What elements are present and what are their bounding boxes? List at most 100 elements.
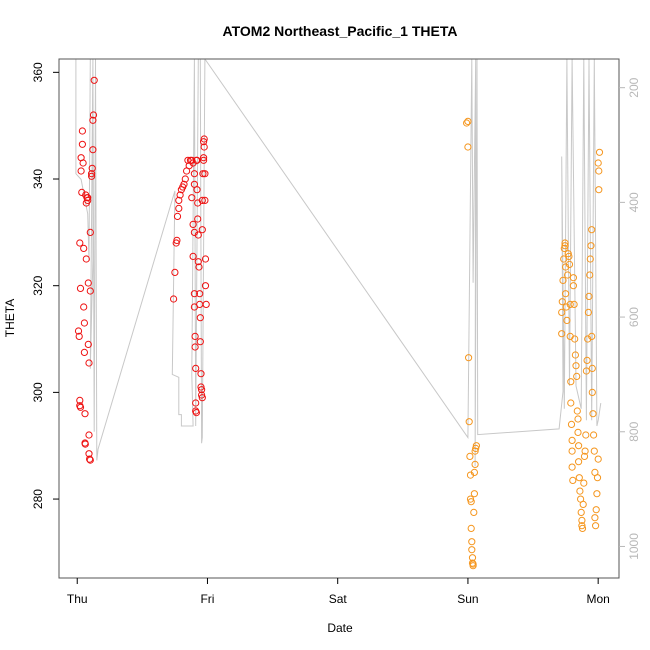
data-point-red	[198, 196, 206, 204]
data-point-orange	[591, 514, 599, 522]
data-point-orange	[567, 420, 576, 428]
data-point-orange	[468, 538, 476, 546]
data-point-red	[79, 159, 87, 167]
data-point-orange	[583, 356, 591, 364]
data-point-red	[202, 300, 210, 308]
axes-layer: 280 300 320 340 360 200 400 600 800 1000 Thu Fri Sat…	[31, 58, 641, 606]
data-point-red	[173, 236, 181, 244]
data-point-red	[175, 204, 183, 212]
data-point-red	[191, 332, 199, 340]
data-point-orange	[468, 546, 476, 554]
data-point-red	[80, 348, 89, 356]
data-point-red	[197, 370, 205, 378]
data-point-red	[199, 170, 207, 178]
data-point-red	[201, 196, 209, 204]
data-point-orange	[568, 463, 576, 471]
data-point-orange	[578, 516, 586, 525]
data-point-red	[84, 196, 92, 204]
data-point-red	[90, 76, 98, 84]
data-point-orange	[565, 252, 573, 260]
data-point-orange	[585, 292, 593, 300]
data-point-red	[192, 399, 200, 407]
data-point-red	[84, 340, 92, 348]
data-point-orange	[465, 354, 473, 362]
data-point-orange	[463, 119, 471, 127]
data-point-orange	[587, 242, 595, 250]
data-point-red	[170, 295, 178, 303]
data-point-orange	[592, 522, 600, 530]
data-point-orange	[467, 498, 475, 506]
data-point-red	[196, 300, 204, 308]
data-point-red	[190, 290, 198, 298]
data-point-orange	[595, 167, 603, 175]
data-point-orange	[564, 271, 572, 279]
y2-tick-label: 1000	[627, 533, 641, 560]
data-point-red	[81, 440, 89, 448]
data-point-orange	[558, 330, 566, 338]
data-point-orange	[571, 351, 580, 359]
data-point-orange	[561, 239, 569, 247]
data-point-red	[193, 186, 201, 194]
x-axis-label: Date	[327, 621, 353, 635]
data-point-red	[196, 290, 204, 298]
y2-tick-label: 400	[627, 192, 641, 212]
data-point-orange	[472, 442, 480, 450]
data-point-orange	[590, 431, 598, 439]
data-point-orange	[574, 415, 582, 423]
data-point-orange	[588, 388, 596, 396]
data-point-red	[198, 386, 206, 394]
data-point-red	[195, 263, 203, 271]
data-points-layer	[74, 76, 604, 570]
data-point-red	[86, 287, 94, 295]
data-point-orange	[570, 300, 578, 308]
data-point-red	[198, 394, 206, 402]
data-point-orange	[471, 460, 479, 468]
y-tick-label: 340	[31, 169, 45, 189]
data-point-orange	[590, 447, 598, 455]
data-point-orange	[593, 490, 601, 498]
x-tick-label: Fri	[200, 592, 214, 606]
data-point-red	[78, 127, 87, 135]
y-tick-label: 280	[31, 489, 45, 509]
data-point-orange	[578, 522, 586, 530]
data-point-orange	[472, 444, 480, 452]
y-axis-label: THETA	[3, 299, 17, 337]
x-tick-label: Mon	[586, 592, 609, 606]
x-tick-label: Sat	[329, 592, 348, 606]
data-point-orange	[470, 490, 478, 498]
data-point-orange	[471, 447, 479, 455]
data-point-orange	[586, 255, 594, 263]
y2-tick-label: 800	[627, 421, 641, 441]
data-point-red	[194, 258, 202, 266]
data-point-red	[76, 403, 85, 411]
data-point-orange	[592, 506, 600, 514]
chart-title: ATOM2 Northeast_Pacific_1 THETA	[223, 23, 458, 39]
data-point-orange	[560, 244, 568, 252]
data-point-red	[200, 156, 208, 164]
data-point-orange	[582, 367, 591, 375]
data-point-red	[200, 138, 208, 146]
data-point-orange	[568, 447, 576, 455]
data-point-red	[197, 383, 205, 391]
data-point-orange	[579, 500, 587, 508]
data-point-red	[81, 410, 89, 418]
pressure-profile-line	[75, 59, 602, 467]
data-point-red	[89, 146, 97, 154]
data-point-orange	[575, 458, 583, 466]
data-point-red	[80, 319, 89, 327]
data-point-orange	[593, 474, 602, 482]
data-point-orange	[574, 428, 582, 436]
data-point-red	[89, 111, 98, 119]
data-point-orange	[566, 300, 574, 308]
data-point-red	[201, 282, 210, 290]
data-point-orange	[575, 442, 583, 450]
data-point-orange	[465, 418, 473, 426]
data-point-orange	[470, 508, 478, 517]
data-point-red	[191, 343, 199, 351]
data-point-orange	[575, 474, 583, 482]
data-point-red	[85, 359, 93, 367]
data-point-orange	[588, 364, 596, 372]
data-point-red	[176, 191, 184, 199]
data-point-orange	[567, 399, 575, 407]
data-point-red	[190, 170, 198, 178]
